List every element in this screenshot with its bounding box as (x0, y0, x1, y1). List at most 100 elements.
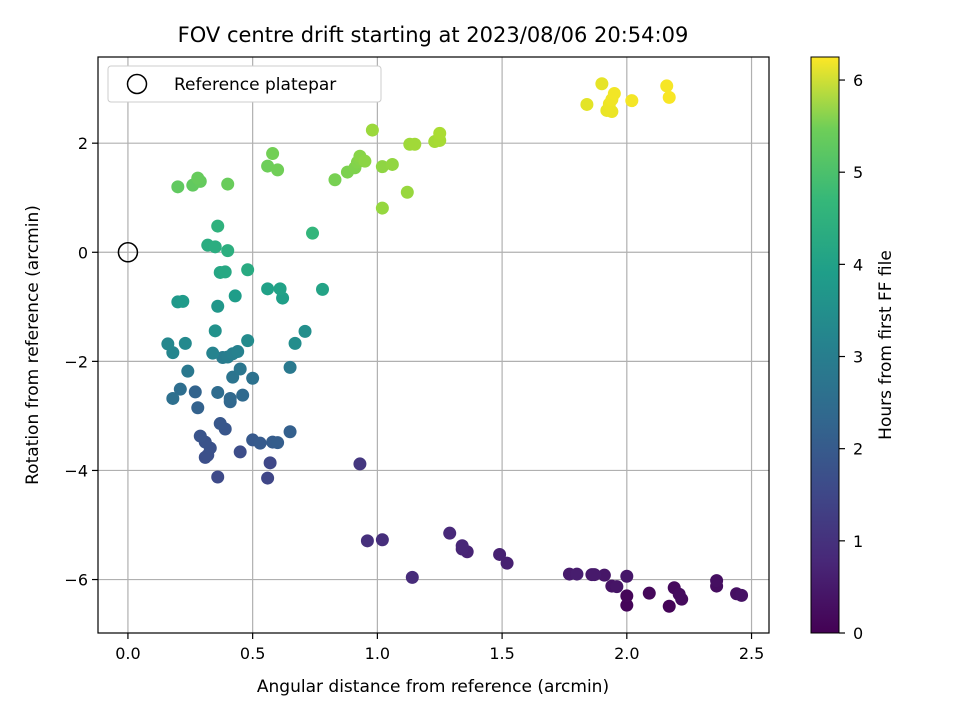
data-point (620, 589, 634, 603)
data-point (580, 97, 594, 111)
data-point (710, 574, 724, 588)
colorbar-tick-label: 4 (853, 255, 863, 274)
colorbar-tick-label: 5 (853, 163, 863, 182)
colorbar-ticks: 0 1 2 3 4 5 6 (839, 71, 863, 643)
data-point (620, 569, 634, 583)
data-point (223, 391, 237, 405)
data-point (358, 154, 372, 168)
colorbar-gradient (810, 56, 840, 634)
grid-lines (98, 57, 769, 633)
data-point (181, 364, 195, 378)
chart-title: FOV centre drift starting at 2023/08/06 … (178, 23, 689, 47)
reference-marker (117, 242, 139, 263)
x-tick-label: 0.5 (240, 644, 265, 663)
data-point (178, 336, 192, 350)
data-point (735, 588, 749, 602)
data-point (365, 123, 379, 137)
data-point (455, 539, 469, 553)
x-tick-label: 2.0 (614, 644, 639, 663)
data-point (662, 599, 676, 613)
data-point (375, 201, 389, 215)
y-tick-label: −2 (64, 352, 88, 371)
data-point (261, 159, 275, 173)
data-point (662, 90, 676, 104)
data-point (360, 534, 374, 548)
plot-frame (97, 56, 770, 634)
data-point (166, 391, 180, 405)
data-point (433, 126, 447, 140)
x-tick-label: 1.0 (365, 644, 390, 663)
data-point (191, 171, 205, 185)
legend-entry: Reference platepar (174, 75, 336, 95)
data-point (642, 586, 656, 600)
data-point (161, 337, 175, 351)
data-point (607, 87, 621, 101)
data-point (620, 598, 634, 612)
data-point (176, 294, 190, 308)
x-tick-label: 1.5 (489, 644, 514, 663)
data-point (231, 345, 245, 359)
data-point (375, 160, 389, 174)
y-axis-label: Rotation from reference (arcmin) (23, 205, 43, 485)
data-point (610, 580, 624, 594)
colorbar-tick-label: 2 (853, 440, 863, 459)
data-point (191, 401, 205, 415)
data-point (228, 289, 242, 303)
colorbar-tick-label: 6 (853, 71, 863, 90)
data-point (261, 471, 275, 485)
y-tick-label: −6 (64, 571, 88, 590)
data-point (188, 385, 202, 399)
data-point (266, 147, 280, 161)
data-point (597, 568, 611, 582)
data-point (221, 244, 235, 258)
data-point (213, 417, 227, 431)
data-point (233, 445, 247, 459)
colorbar-tick-label: 0 (853, 624, 863, 643)
data-point (283, 360, 297, 374)
data-point (353, 457, 367, 471)
data-point (306, 226, 320, 240)
x-tick-label: 0.0 (115, 644, 140, 663)
data-point (171, 180, 185, 194)
data-points (161, 77, 749, 613)
data-point (236, 388, 250, 402)
x-axis-label: Angular distance from reference (arcmin) (257, 677, 609, 697)
legend-reference-icon (126, 73, 148, 95)
data-point (672, 587, 686, 601)
colorbar: 0 1 2 3 4 5 6 Hours from first FF file (810, 56, 896, 643)
data-point (208, 240, 222, 254)
data-point (173, 382, 187, 396)
data-point (443, 526, 457, 540)
data-point (595, 77, 609, 91)
data-point (271, 436, 285, 450)
data-point (375, 533, 389, 547)
x-axis-ticks: 0.0 0.5 1.0 1.5 2.0 2.5 (115, 633, 764, 663)
data-point (493, 547, 507, 561)
data-point (233, 362, 247, 376)
data-point (500, 556, 514, 570)
data-point (211, 385, 225, 399)
data-point (211, 299, 225, 313)
colorbar-label: Hours from first FF file (876, 250, 896, 440)
data-point (271, 163, 285, 177)
data-point (625, 94, 639, 108)
data-point (273, 282, 287, 296)
colorbar-tick-label: 3 (853, 348, 863, 367)
y-tick-label: 2 (78, 134, 88, 153)
data-point (246, 371, 260, 385)
data-point (328, 173, 342, 187)
y-axis-ticks: −6 −4 −2 0 2 (64, 134, 98, 590)
data-point (253, 436, 267, 450)
data-point (241, 263, 255, 277)
data-point (261, 282, 275, 296)
data-point (218, 265, 232, 279)
data-point (660, 79, 674, 93)
y-tick-label: −4 (64, 461, 88, 480)
data-point (570, 567, 584, 581)
data-point (288, 336, 302, 350)
data-point (400, 185, 414, 199)
data-point (263, 456, 277, 470)
data-point (206, 346, 220, 360)
y-tick-label: 0 (78, 243, 88, 262)
data-point (298, 324, 312, 338)
